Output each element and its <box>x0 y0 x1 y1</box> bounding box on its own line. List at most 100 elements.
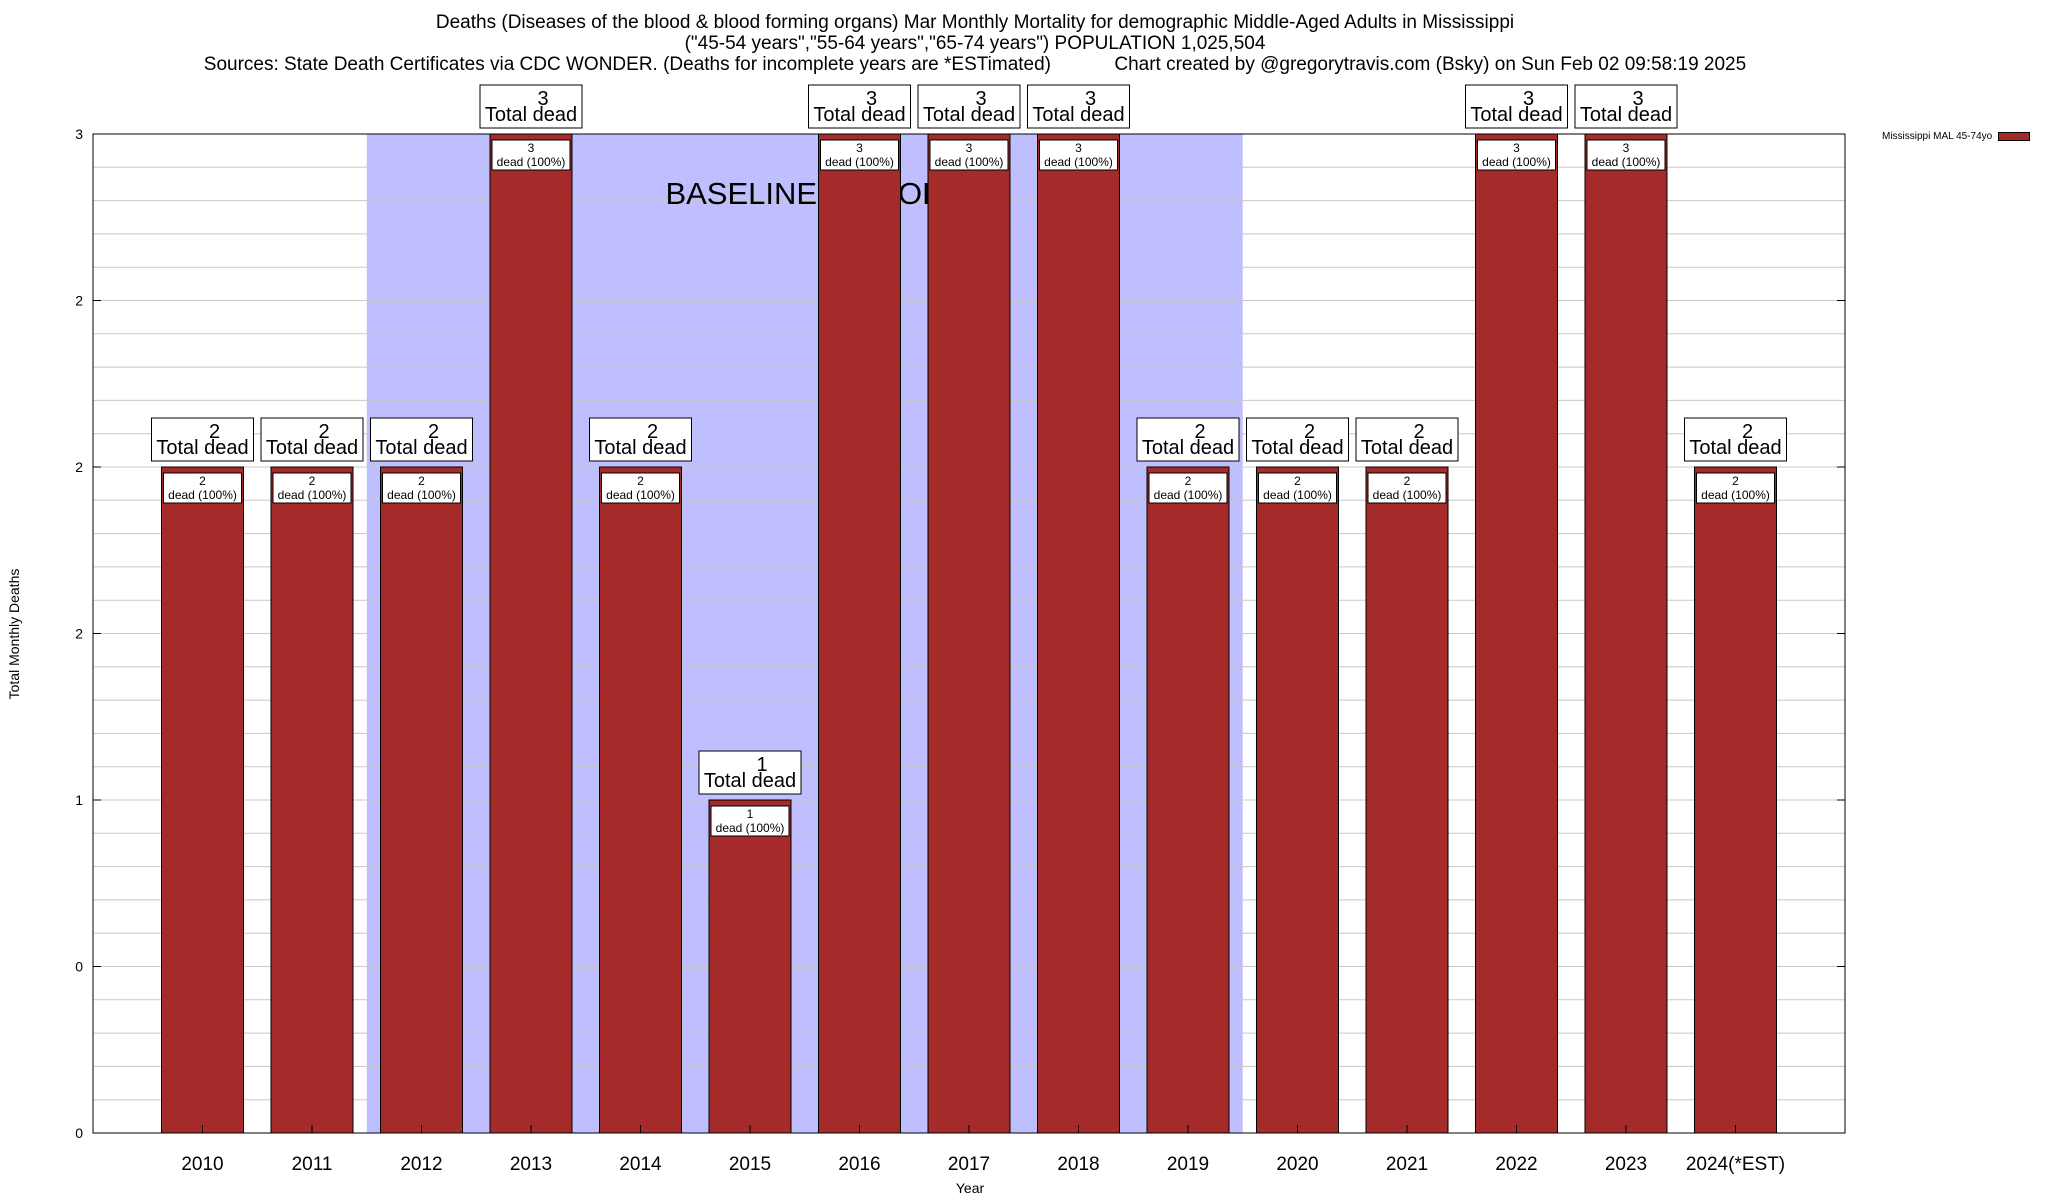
bar-inner-label-box <box>929 139 1009 171</box>
bar <box>599 466 682 1134</box>
bar-inner-percent-label: dead (100%) <box>1373 488 1442 502</box>
bar-inner-label-box <box>1477 139 1556 171</box>
bar-top-value-label: 2 <box>1413 421 1424 443</box>
bar-top-value-label: 3 <box>1085 88 1096 110</box>
bar <box>270 466 354 1134</box>
legend: Mississippi MAL 45-74yo <box>1882 131 2031 142</box>
bar-top-value-label: 2 <box>647 421 658 443</box>
y-tick-label: 1 <box>75 792 83 808</box>
bar-top-label-box <box>698 750 802 795</box>
bar-top-total-label: Total dead <box>1361 437 1453 459</box>
x-tick-label: 2016 <box>838 1154 880 1175</box>
y-tick-label: 3 <box>75 126 83 142</box>
bar-inner-label-box <box>1586 139 1666 171</box>
x-tick-label: 2019 <box>1167 1154 1209 1175</box>
bar-top-label-box <box>1246 417 1349 462</box>
bar-top-label-box <box>1684 417 1787 462</box>
bar-inner-percent-label: dead (100%) <box>387 488 456 502</box>
bar <box>1584 133 1668 1134</box>
chart-subtitle: ("45-54 years","55-64 years","65-74 year… <box>684 33 1266 54</box>
bar-inner-label-box <box>1039 139 1118 171</box>
x-tick-label: 2017 <box>948 1154 990 1175</box>
bar-top-label-box <box>1027 84 1130 129</box>
bar-inner-value-label: 3 <box>528 141 535 155</box>
bar-top-label-box <box>589 417 692 462</box>
bar-top-label-box <box>917 84 1021 129</box>
bar-top-total-label: Total dead <box>1470 104 1562 126</box>
bar-top-label-box <box>260 417 364 462</box>
bar-inner-label-box <box>382 472 461 504</box>
bar-top-total-label: Total dead <box>1032 104 1124 126</box>
legend-swatch <box>1998 132 2031 141</box>
bar-inner-percent-label: dead (100%) <box>935 155 1004 169</box>
bar-top-value-label: 2 <box>1304 421 1315 443</box>
y-tick-label: 2 <box>75 293 83 309</box>
bar-top-total-label: Total dead <box>375 437 467 459</box>
bar-inner-value-label: 3 <box>856 141 863 155</box>
y-tick-label: 0 <box>75 959 83 975</box>
chart-title-block: Deaths (Diseases of the blood & blood fo… <box>0 12 1950 75</box>
legend-label: Mississippi MAL 45-74yo <box>1882 131 1993 142</box>
bar-inner-percent-label: dead (100%) <box>1263 488 1332 502</box>
x-tick-label: 2013 <box>510 1154 552 1175</box>
source-text: Sources: State Death Certificates via CD… <box>203 54 1051 75</box>
bar-top-label-box <box>479 84 583 129</box>
bar <box>380 466 463 1134</box>
y-tick-label: 0 <box>75 1125 83 1141</box>
bar-inner-label-box <box>163 472 242 504</box>
bar-top-value-label: 2 <box>1742 421 1753 443</box>
bar-inner-percent-label: dead (100%) <box>1482 155 1551 169</box>
bar-inner-value-label: 2 <box>637 474 644 488</box>
bar-inner-percent-label: dead (100%) <box>168 488 237 502</box>
bar <box>1037 133 1120 1134</box>
x-tick-label: 2023 <box>1605 1154 1647 1175</box>
bar <box>927 133 1011 1134</box>
chart-title: Deaths (Diseases of the blood & blood fo… <box>435 12 1515 33</box>
bar-inner-value-label: 3 <box>1623 141 1630 155</box>
bar-top-value-label: 2 <box>318 421 329 443</box>
bar-inner-label-box <box>1148 472 1228 504</box>
bar-inner-value-label: 3 <box>966 141 973 155</box>
bar <box>489 133 573 1134</box>
bar-top-value-label: 2 <box>428 421 439 443</box>
bar-inner-label-box <box>710 805 790 837</box>
bar-top-total-label: Total dead <box>1580 104 1672 126</box>
bar-inner-label-box <box>1258 472 1337 504</box>
bar-inner-percent-label: dead (100%) <box>606 488 675 502</box>
bar-inner-percent-label: dead (100%) <box>716 821 785 835</box>
bar-inner-value-label: 1 <box>747 807 754 821</box>
bar-inner-label-box <box>1696 472 1775 504</box>
bar-top-total-label: Total dead <box>704 770 796 792</box>
bar-inner-value-label: 2 <box>1294 474 1301 488</box>
bar <box>1256 466 1339 1134</box>
bar-inner-value-label: 2 <box>1404 474 1411 488</box>
bar-top-value-label: 3 <box>866 88 877 110</box>
x-tick-label: 2022 <box>1495 1154 1537 1175</box>
bar-top-label-box <box>1574 84 1678 129</box>
bar <box>161 466 244 1134</box>
bar-inner-label-box <box>491 139 571 171</box>
bar-top-value-label: 2 <box>1194 421 1205 443</box>
bar-top-total-label: Total dead <box>594 437 686 459</box>
y-tick-label: 2 <box>75 626 83 642</box>
bar-inner-value-label: 2 <box>1732 474 1739 488</box>
bar-inner-label-box <box>820 139 899 171</box>
x-tick-label: 2010 <box>181 1154 223 1175</box>
bar-top-total-label: Total dead <box>156 437 248 459</box>
bar-inner-percent-label: dead (100%) <box>1701 488 1770 502</box>
bar-top-total-label: Total dead <box>813 104 905 126</box>
bar-top-total-label: Total dead <box>485 104 577 126</box>
bar-top-label-box <box>370 417 473 462</box>
y-axis-label: Total Monthly Deaths <box>6 568 22 700</box>
bar-top-label-box <box>1355 417 1459 462</box>
bar <box>1365 466 1449 1134</box>
bar-top-label-box <box>1465 84 1568 129</box>
bar-inner-value-label: 2 <box>1185 474 1192 488</box>
bar-top-label-box <box>151 417 254 462</box>
bar-inner-value-label: 2 <box>199 474 206 488</box>
bar-inner-label-box <box>272 472 352 504</box>
bar-top-total-label: Total dead <box>1142 437 1234 459</box>
y-tick-label: 2 <box>75 459 83 475</box>
bar-inner-percent-label: dead (100%) <box>497 155 566 169</box>
